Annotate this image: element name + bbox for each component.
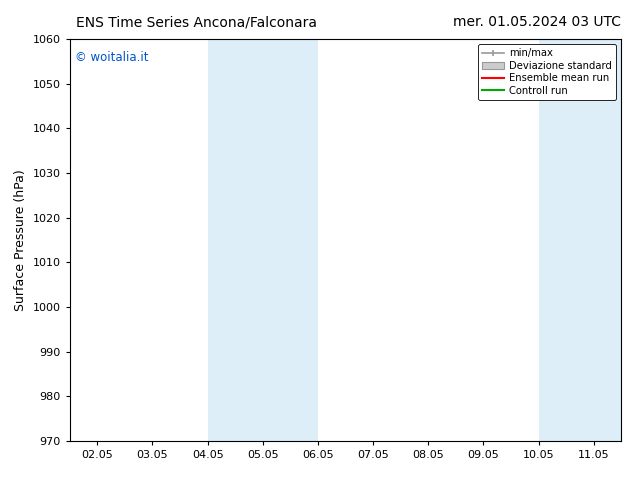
Bar (538, 39, 634, 441)
Text: ENS Time Series Ancona/Falconara: ENS Time Series Ancona/Falconara (76, 15, 317, 29)
Text: mer. 01.05.2024 03 UTC: mer. 01.05.2024 03 UTC (453, 15, 621, 29)
Y-axis label: Surface Pressure (hPa): Surface Pressure (hPa) (14, 169, 27, 311)
Legend: min/max, Deviazione standard, Ensemble mean run, Controll run: min/max, Deviazione standard, Ensemble m… (479, 44, 616, 99)
Text: © woitalia.it: © woitalia.it (75, 51, 149, 64)
Bar (207, 39, 318, 441)
